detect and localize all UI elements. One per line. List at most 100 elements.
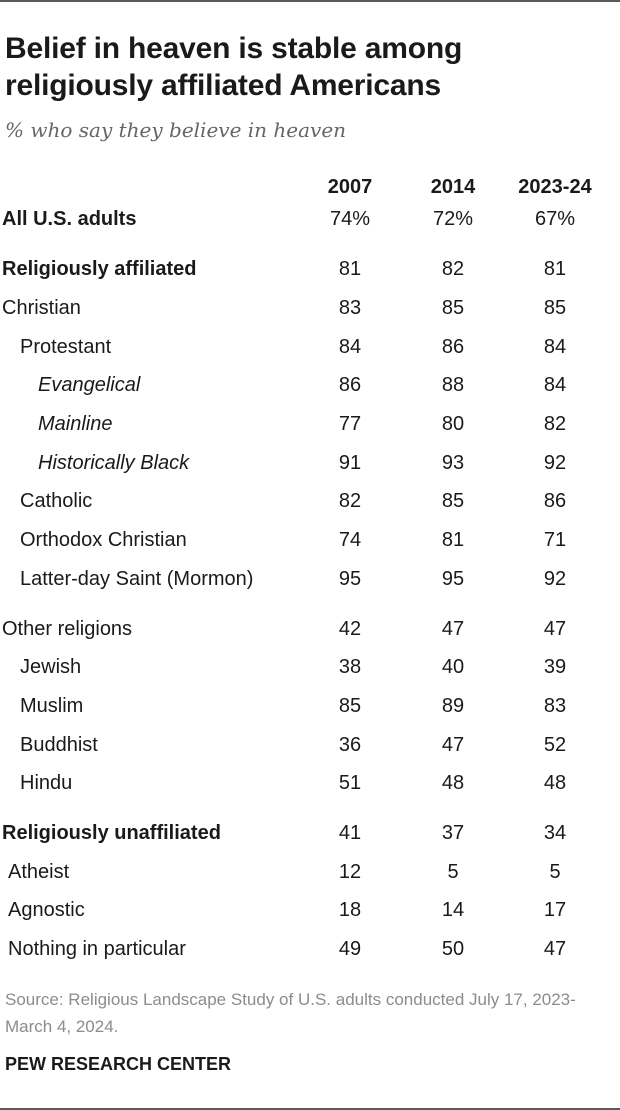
value-cell-2014: 88 (441, 374, 465, 396)
table-row: Other religions 42 47 47 (0, 618, 620, 648)
value-cell-2023-24: 47 (543, 618, 567, 640)
chart-subtitle: % who say they believe in heaven (5, 118, 347, 142)
row-label: All U.S. adults (2, 208, 137, 230)
value-cell-2014: 89 (441, 695, 465, 717)
value-cell-2007: 85 (338, 695, 362, 717)
column-header-2014: 2014 (430, 176, 476, 198)
value-cell-2014: 40 (441, 656, 465, 678)
value-cell-2014: 81 (441, 529, 465, 551)
value-cell-2023-24: 71 (543, 529, 567, 551)
row-label: Atheist (8, 861, 70, 883)
value-cell-2014: 50 (441, 938, 465, 960)
value-cell-2007: 36 (338, 734, 362, 756)
value-cell-2023-24: 5 (549, 861, 561, 883)
value-cell-2023-24: 86 (543, 490, 567, 512)
value-cell-2014: 5 (447, 861, 459, 883)
value-cell-2023-24: 17 (543, 899, 567, 921)
table-row: Mainline 77 80 82 (0, 413, 620, 443)
column-header-2007: 2007 (327, 176, 373, 198)
row-label: Christian (2, 297, 81, 319)
row-label: Religiously affiliated (2, 258, 197, 280)
table-row: Agnostic 18 14 17 (0, 899, 620, 929)
top-rule (0, 0, 620, 2)
value-cell-2023-24: 82 (543, 413, 567, 435)
value-cell-2023-24: 47 (543, 938, 567, 960)
pew-credit: PEW RESEARCH CENTER (5, 1054, 232, 1074)
value-cell-2014: 72% (432, 208, 474, 230)
value-cell-2014: 82 (441, 258, 465, 280)
value-cell-2014: 95 (441, 568, 465, 590)
value-cell-2014: 80 (441, 413, 465, 435)
value-cell-2014: 14 (441, 899, 465, 921)
row-label: Orthodox Christian (20, 529, 187, 551)
value-cell-2007: 81 (338, 258, 362, 280)
value-cell-2023-24: 39 (543, 656, 567, 678)
value-cell-2007: 86 (338, 374, 362, 396)
value-cell-2007: 74 (338, 529, 362, 551)
row-label: Hindu (20, 772, 73, 794)
table-row: Christian 83 85 85 (0, 297, 620, 327)
table-row: Protestant 84 86 84 (0, 336, 620, 366)
value-cell-2014: 85 (441, 297, 465, 319)
value-cell-2023-24: 84 (543, 374, 567, 396)
value-cell-2014: 37 (441, 822, 465, 844)
value-cell-2014: 47 (441, 618, 465, 640)
value-cell-2014: 48 (441, 772, 465, 794)
row-label: Mainline (38, 413, 113, 435)
row-label: Evangelical (38, 374, 141, 396)
row-label: Protestant (20, 336, 112, 358)
value-cell-2014: 93 (441, 452, 465, 474)
value-cell-2007: 18 (338, 899, 362, 921)
bottom-rule (0, 1108, 620, 1110)
value-cell-2007: 38 (338, 656, 362, 678)
value-cell-2014: 47 (441, 734, 465, 756)
row-label: Muslim (20, 695, 84, 717)
row-label: Latter-day Saint (Mormon) (20, 568, 254, 590)
table-row: Catholic 82 85 86 (0, 490, 620, 520)
row-label: Jewish (20, 656, 82, 678)
row-label: Nothing in particular (8, 938, 186, 960)
table-row: Evangelical 86 88 84 (0, 374, 620, 404)
row-label: Religiously unaffiliated (2, 822, 221, 844)
chart-title: Belief in heaven is stable among religio… (5, 32, 463, 102)
table-row: Nothing in particular 49 50 47 (0, 938, 620, 968)
row-label: Agnostic (8, 899, 85, 921)
value-cell-2007: 83 (338, 297, 362, 319)
table-row: Religiously unaffiliated 41 37 34 (0, 822, 620, 852)
value-cell-2007: 42 (338, 618, 362, 640)
value-cell-2023-24: 92 (543, 452, 567, 474)
table-row: Historically Black 91 93 92 (0, 452, 620, 482)
row-label: Other religions (2, 618, 133, 640)
row-label: Buddhist (20, 734, 98, 756)
value-cell-2007: 82 (338, 490, 362, 512)
value-cell-2023-24: 83 (543, 695, 567, 717)
table-row: Muslim 85 89 83 (0, 695, 620, 725)
table-row: Latter-day Saint (Mormon) 95 95 92 (0, 568, 620, 598)
value-cell-2014: 86 (441, 336, 465, 358)
table-row: Hindu 51 48 48 (0, 772, 620, 802)
value-cell-2007: 12 (338, 861, 362, 883)
value-cell-2007: 51 (338, 772, 362, 794)
value-cell-2007: 41 (338, 822, 362, 844)
table-row: All U.S. adults 74% 72% 67% (0, 208, 620, 238)
value-cell-2023-24: 92 (543, 568, 567, 590)
value-cell-2007: 77 (338, 413, 362, 435)
table-row: Buddhist 36 47 52 (0, 734, 620, 764)
value-cell-2023-24: 52 (543, 734, 567, 756)
source-note: Source: Religious Landscape Study of U.S… (5, 990, 576, 1036)
value-cell-2007: 91 (338, 452, 362, 474)
value-cell-2023-24: 84 (543, 336, 567, 358)
table-row: Atheist 12 5 5 (0, 861, 620, 891)
table-row: Jewish 38 40 39 (0, 656, 620, 686)
value-cell-2007: 84 (338, 336, 362, 358)
row-label: Historically Black (38, 452, 190, 474)
value-cell-2007: 49 (338, 938, 362, 960)
table-row: Orthodox Christian 74 81 71 (0, 529, 620, 559)
column-header-2023-24: 2023-24 (518, 176, 592, 198)
value-cell-2023-24: 85 (543, 297, 567, 319)
table-row: Religiously affiliated 81 82 81 (0, 258, 620, 288)
value-cell-2023-24: 67% (534, 208, 576, 230)
value-cell-2023-24: 34 (543, 822, 567, 844)
value-cell-2007: 95 (338, 568, 362, 590)
value-cell-2007: 74% (329, 208, 371, 230)
